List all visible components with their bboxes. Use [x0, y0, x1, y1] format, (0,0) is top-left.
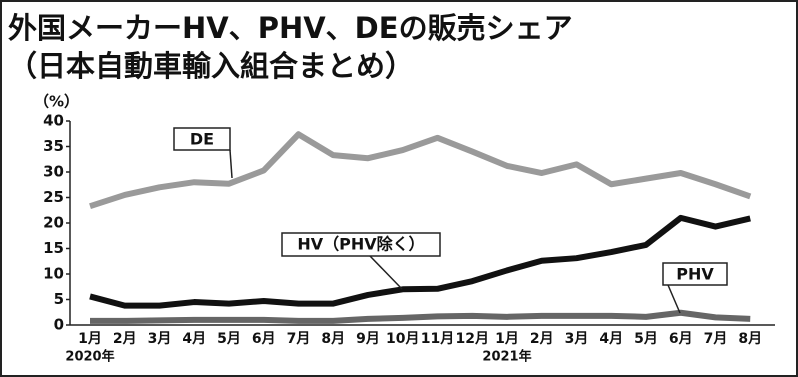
x-tick-label: 6月 — [252, 331, 276, 347]
series-label: PHV — [676, 265, 714, 284]
series-line — [89, 131, 752, 210]
x-tick-label: 5月 — [634, 331, 658, 347]
x-tick-label: 4月 — [599, 331, 623, 347]
y-tick-label: 15 — [43, 239, 64, 257]
y-tick-label: 35 — [43, 137, 64, 155]
y-tick-label: 40 — [43, 112, 64, 130]
x-tick-label: 3月 — [565, 331, 589, 347]
x-tick-label: 5月 — [217, 331, 241, 347]
x-tick-label: 7月 — [287, 331, 311, 347]
x-tick-label: 2月 — [113, 331, 137, 347]
x-group-label: 2020年 — [65, 349, 114, 365]
series-line — [90, 309, 751, 324]
x-tick-label: 11月 — [421, 331, 454, 347]
series-label: HV（PHV除く） — [297, 235, 424, 254]
series-line — [89, 214, 751, 309]
y-tick-label: 25 — [43, 188, 64, 206]
x-group-label: 2021年 — [482, 349, 531, 365]
x-tick-label: 9月 — [356, 331, 380, 347]
series-label: DE — [190, 130, 214, 149]
y-tick-label: 20 — [43, 214, 64, 232]
x-tick-label: 1月 — [495, 331, 519, 347]
x-tick-label: 6月 — [669, 331, 693, 347]
x-tick-label: 12月 — [456, 331, 489, 347]
leader-line — [667, 284, 681, 314]
x-tick-label: 10月 — [386, 331, 419, 347]
x-tick-label: 3月 — [148, 331, 172, 347]
x-tick-label: 8月 — [738, 331, 762, 347]
x-tick-label: 2月 — [530, 331, 554, 347]
y-unit: （%） — [34, 93, 79, 111]
label-box — [662, 262, 728, 286]
label-box — [281, 232, 441, 257]
y-tick-label: 30 — [43, 163, 64, 181]
x-tick-label: 7月 — [704, 331, 728, 347]
leader-line — [369, 255, 403, 290]
chart-subtitle: （日本自動車輸入組合まとめ） — [8, 49, 414, 83]
label-box — [173, 127, 231, 151]
y-tick-label: 5 — [54, 290, 64, 308]
leader-line — [229, 149, 233, 179]
y-tick-label: 0 — [54, 316, 64, 334]
x-tick-label: 1月 — [78, 331, 102, 347]
x-tick-label: 8月 — [321, 331, 345, 347]
y-tick-label: 10 — [43, 265, 64, 283]
chart-title: 外国メーカーHV、PHV、DEの販売シェア — [8, 11, 573, 45]
x-tick-label: 4月 — [182, 331, 206, 347]
